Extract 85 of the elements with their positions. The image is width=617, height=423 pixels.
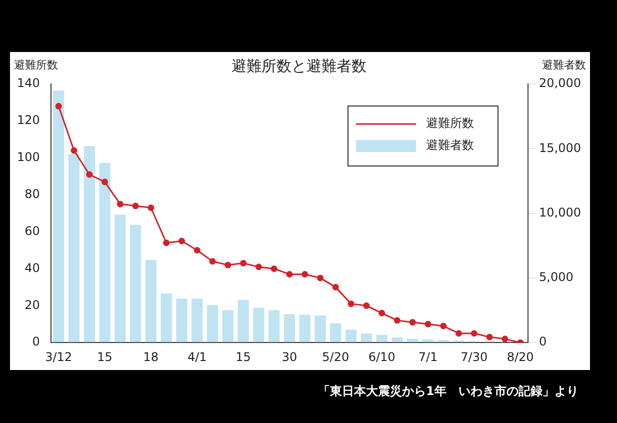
point (470, 330, 478, 337)
bar (53, 90, 64, 342)
point (316, 274, 324, 282)
x-tick-label: 7/1 (418, 350, 438, 364)
x-tick-label: 15 (97, 350, 112, 364)
y-tick-label: 140 (17, 76, 40, 90)
y-tick-label: 0 (32, 334, 40, 349)
point (102, 178, 108, 186)
bar (238, 300, 249, 342)
point (394, 317, 400, 324)
bar (145, 260, 157, 342)
point (163, 240, 170, 246)
text: 「東日本大震災から1年 いわき市の記録」より (318, 383, 580, 400)
point (70, 147, 78, 154)
point (348, 300, 354, 308)
bar (299, 314, 310, 342)
bar (314, 315, 326, 342)
x-tick-label: 4/1 (187, 350, 207, 364)
bar (68, 154, 80, 342)
bar (84, 146, 95, 342)
y-tick-label: 60 (24, 224, 40, 238)
point (409, 319, 416, 326)
point (255, 264, 262, 270)
y2-tick-label: 20,000 (539, 76, 582, 90)
bar (192, 298, 203, 342)
legend-label: 避難所数 (426, 116, 474, 130)
point (456, 330, 462, 337)
point (132, 202, 139, 210)
y-tick-label: 80 (24, 186, 40, 201)
y-tick-label: 40 (24, 260, 40, 275)
point (240, 260, 247, 266)
point (363, 302, 370, 309)
point (86, 171, 93, 178)
y-tick-label: 100 (17, 150, 40, 164)
point (286, 271, 293, 278)
legend-label: 避難者数 (426, 138, 474, 152)
x-tick-label: 7/30 (460, 350, 488, 364)
point (209, 258, 216, 265)
point (424, 320, 432, 328)
bar (284, 314, 296, 342)
bar (422, 339, 434, 342)
bar (253, 308, 264, 342)
x-tick-label: 15 (236, 350, 251, 364)
point (270, 265, 278, 272)
x-tick-label: 18 (143, 350, 159, 364)
bar (360, 334, 372, 342)
point (178, 238, 185, 244)
point (332, 284, 339, 290)
point (194, 246, 200, 254)
point (224, 262, 232, 268)
point (302, 271, 308, 278)
y-tick-label: 20 (24, 298, 40, 312)
bar (392, 337, 403, 342)
x-tick-label: 6/10 (368, 350, 396, 364)
bar (176, 298, 188, 342)
y2-axis-title: 避難者数 (542, 58, 586, 72)
point (378, 310, 386, 316)
y2-tick-label: 5,000 (539, 270, 574, 284)
point (55, 102, 62, 110)
point (502, 336, 508, 342)
bar (407, 338, 418, 342)
y-axis-title: 避難所数 (14, 58, 58, 72)
point (440, 322, 447, 330)
x-tick-label: 30 (282, 350, 298, 364)
x-tick-label: 5/20 (322, 350, 350, 364)
x-tick-label: 3/12 (45, 350, 72, 364)
bar (160, 293, 172, 342)
bar (376, 334, 388, 342)
point (116, 200, 124, 208)
point (148, 204, 154, 212)
x-tick-label: 8/20 (506, 350, 534, 364)
bar (330, 323, 342, 342)
bar (130, 224, 142, 342)
bar (222, 310, 234, 342)
y-tick-label: 120 (17, 113, 40, 128)
bar (114, 214, 126, 342)
y2-tick-label: 0 (539, 334, 547, 349)
bar (345, 330, 357, 342)
bar (206, 305, 218, 342)
y2-tick-label: 10,000 (539, 205, 582, 220)
bar (99, 162, 110, 342)
chart-title: 避難所数と避難者数 (232, 56, 366, 75)
y2-tick-label: 15,000 (539, 140, 582, 155)
bar (268, 310, 280, 342)
point (486, 334, 493, 340)
